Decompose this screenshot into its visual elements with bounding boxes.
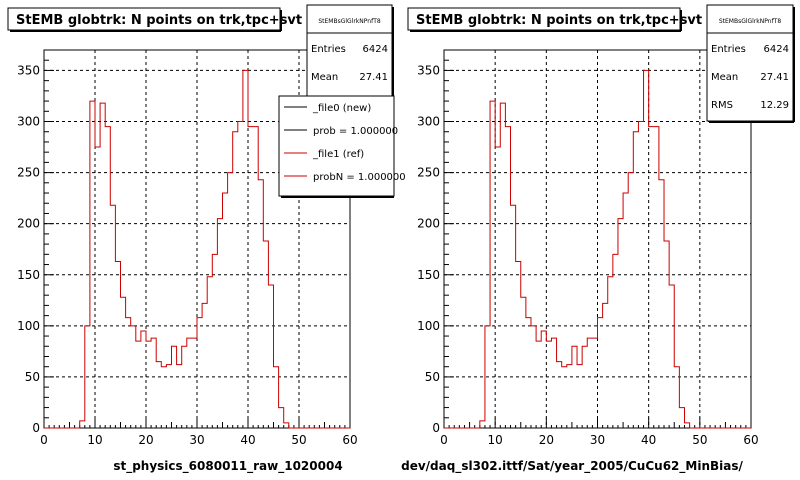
y-tick-label: 0 <box>432 421 440 435</box>
x-tick-label: 0 <box>40 433 48 447</box>
y-tick-label: 300 <box>17 115 40 129</box>
stats-entries-value: 6424 <box>764 44 789 55</box>
y-tick-label: 250 <box>417 166 440 180</box>
y-tick-label: 100 <box>17 319 40 333</box>
x-tick-label: 60 <box>743 433 758 447</box>
histogram-line <box>444 69 751 429</box>
stats-rms-label: RMS <box>711 100 733 111</box>
y-tick-label: 50 <box>25 370 40 384</box>
x-tick-label: 30 <box>590 433 605 447</box>
y-tick-label: 200 <box>417 217 440 231</box>
x-tick-label: 40 <box>240 433 255 447</box>
x-tick-label: 50 <box>291 433 306 447</box>
stats-rms-value: 12.29 <box>760 100 789 111</box>
y-tick-label: 300 <box>417 115 440 129</box>
x-tick-label: 30 <box>189 433 204 447</box>
x-tick-label: 60 <box>342 433 357 447</box>
y-tick-label: 0 <box>32 421 40 435</box>
stats-mean-value: 27.41 <box>359 72 388 83</box>
x-tick-label: 10 <box>488 433 503 447</box>
x-tick-label: 20 <box>138 433 153 447</box>
x-tick-label: 40 <box>641 433 656 447</box>
x-axis-label: dev/daq_sl302.ittf/Sat/year_2005/CuCu62_… <box>401 459 743 474</box>
legend-box <box>278 95 395 197</box>
legend-entry-label: prob = 1.000000 <box>313 126 398 137</box>
stats-entries-value: 6424 <box>363 44 388 55</box>
x-tick-label: 0 <box>440 433 448 447</box>
legend-entry-label: probN = 1.000000 <box>313 172 406 183</box>
stats-title: StEMBsGlGlrkNPnfT8 <box>318 18 381 25</box>
x-axis-label: st_physics_6080011_raw_1020004 <box>113 459 342 474</box>
legend-entry-label: _file0 (new) <box>312 103 371 114</box>
histogram-series <box>44 69 350 429</box>
stats-entries-label: Entries <box>311 44 346 55</box>
x-tick-label: 10 <box>87 433 102 447</box>
stats-mean-label: Mean <box>311 72 338 83</box>
x-tick-label: 20 <box>539 433 554 447</box>
y-tick-label: 200 <box>17 217 40 231</box>
y-tick-label: 100 <box>417 319 440 333</box>
chart-title: StEMB globtrk: N points on trk,tpc+svt <box>16 13 302 28</box>
stats-entries-label: Entries <box>711 44 746 55</box>
stats-title: StEMBsGlGlrkNPnfT8 <box>719 18 782 25</box>
y-tick-label: 150 <box>417 268 440 282</box>
stats-mean-value: 27.41 <box>760 72 789 83</box>
y-tick-label: 350 <box>17 63 40 77</box>
y-tick-label: 250 <box>17 166 40 180</box>
legend-entry-label: _file1 (ref) <box>312 149 364 160</box>
y-tick-label: 50 <box>425 370 440 384</box>
chart-panel-1: 0 10 20 30 40 50 60 0 50 100 150 200 250 300 350 StEMB … <box>7 4 406 474</box>
y-tick-label: 150 <box>17 268 40 282</box>
legend: _file0 (new) prob = 1.000000 _file1 (ref) p… <box>278 95 406 198</box>
histogram-series <box>444 69 751 429</box>
chart-title: StEMB globtrk: N points on trk,tpc+svt <box>416 13 702 28</box>
stats-mean-label: Mean <box>711 72 738 83</box>
y-tick-label: 350 <box>417 63 440 77</box>
chart-panel-2: 0 10 20 30 40 50 60 0 50 100 150 200 250 300 350 StEMB … <box>401 4 795 474</box>
histogram-line <box>44 69 350 429</box>
x-tick-label: 50 <box>692 433 707 447</box>
